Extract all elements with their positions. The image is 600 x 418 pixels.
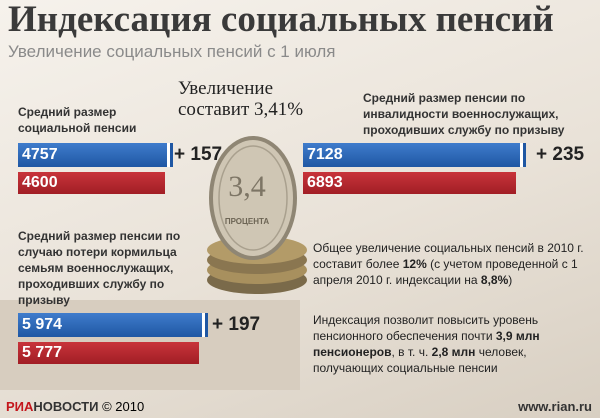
increase: + 235 <box>536 144 585 165</box>
increase: + 157 <box>174 144 223 165</box>
group-label: Средний размер пенсии по инвалидности во… <box>363 91 565 137</box>
brand: НОВОСТИ <box>33 399 99 414</box>
bar: 6893 <box>303 172 516 194</box>
text-segment: ) <box>508 273 513 287</box>
bar: 7128 <box>303 143 523 167</box>
coin-number: 3,4 <box>228 170 266 203</box>
bar-label: 7128 <box>307 146 343 163</box>
headline: Увеличение составит 3,41% <box>178 78 304 120</box>
url: www.rian.ru <box>518 399 592 414</box>
subtitle: Увеличение социальных пенсий с 1 июля <box>8 42 336 61</box>
title: Индексация социальных пенсий <box>8 0 554 40</box>
bar: 4600 <box>18 172 165 194</box>
bar: 5 974 <box>18 313 205 337</box>
group-label: Средний размер социальной пенсии <box>18 105 137 135</box>
bar-label: 5 777 <box>22 344 63 361</box>
coin-caption: ПРОЦЕНТА <box>225 217 270 226</box>
bar-label: 4600 <box>22 174 58 191</box>
text-segment: Индексация позволит повысить уровень пен… <box>313 313 539 343</box>
bar-label: 5 974 <box>22 316 63 333</box>
text-segment: 3,9 млн пенсионеров <box>313 329 540 359</box>
text-segment: 2,8 млн <box>431 345 476 359</box>
text-segment: 12% <box>402 257 427 271</box>
coin <box>209 136 297 260</box>
paragraph: Индексация позволит повысить уровень пен… <box>313 312 593 376</box>
text-segment: 8,8% <box>480 273 509 287</box>
paragraph: Общее увеличение социальных пенсий в 201… <box>313 240 593 288</box>
footer-brand: РИАНОВОСТИ © 2010 <box>6 399 144 414</box>
bar-label: 6893 <box>307 174 343 191</box>
bar-group: 4757 4600 <box>18 143 170 199</box>
increase: + 197 <box>212 314 261 335</box>
text-segment: , в т. ч. <box>391 345 432 359</box>
coin-rim <box>218 145 288 251</box>
text-segment: человек, получающих социальные пенсии <box>313 345 527 375</box>
bar-group: 5 974 5 777 <box>18 313 205 369</box>
bar-group: 7128 6893 <box>303 143 523 199</box>
brand: РИА <box>6 399 34 414</box>
coin-stack: 3,4 ПРОЦЕНТА <box>207 136 307 294</box>
copyright: © 2010 <box>102 399 145 414</box>
group-label: Средний размер пенсии по случаю потери к… <box>18 229 181 307</box>
bar: 4757 <box>18 143 170 167</box>
bar: 5 777 <box>18 342 199 364</box>
text-segment: (с учетом проведенной с 1 апреля 2010 г.… <box>313 257 578 287</box>
bar-label: 4757 <box>22 146 58 163</box>
text-segment: Общее увеличение социальных пенсий в 201… <box>313 241 584 271</box>
